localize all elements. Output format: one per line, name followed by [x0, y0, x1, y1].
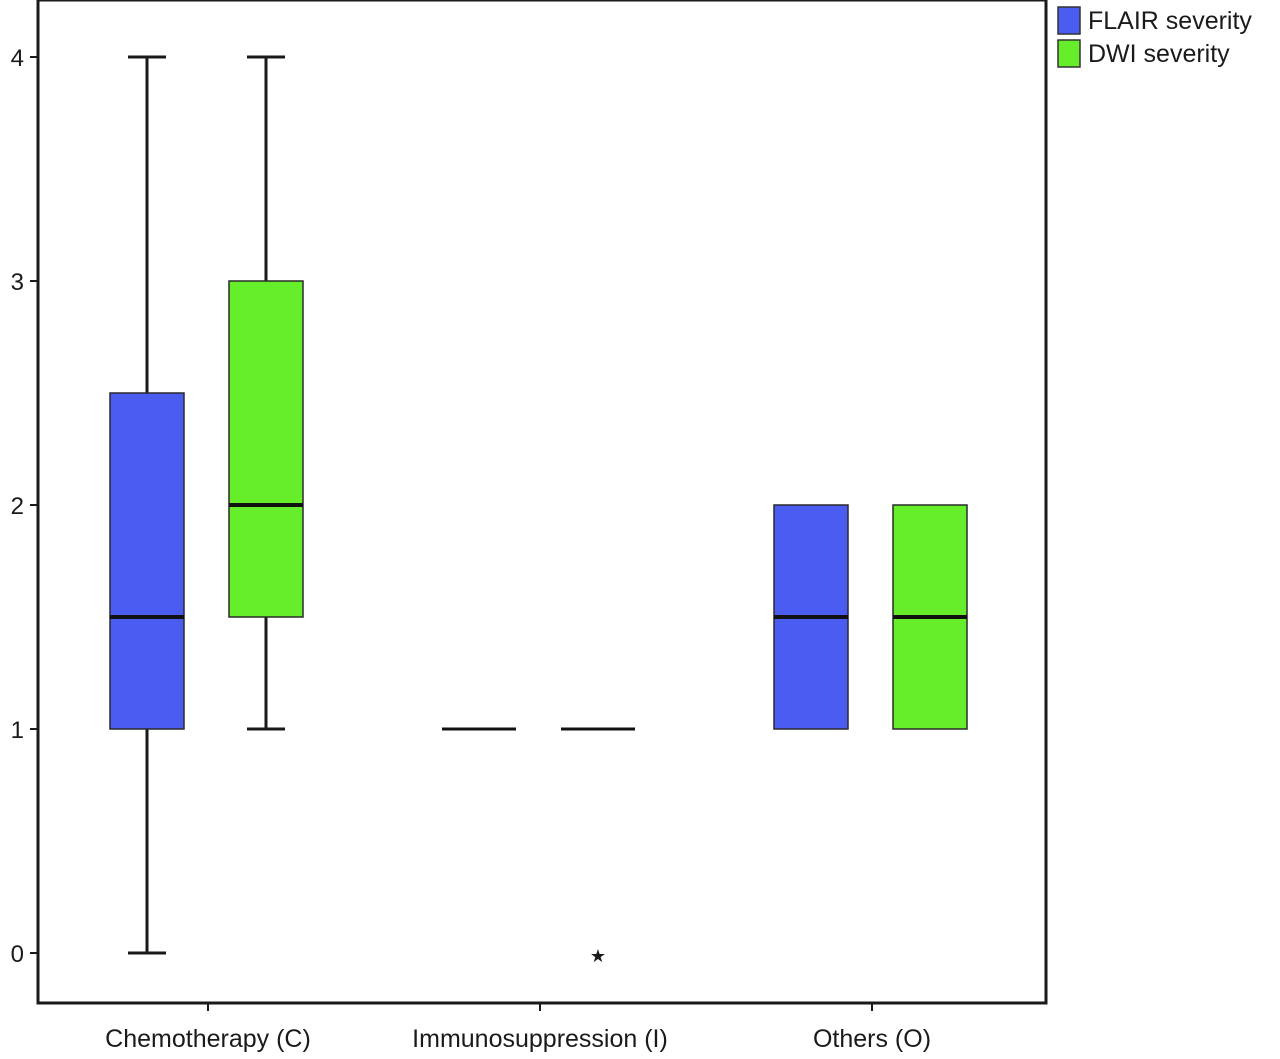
y-tick-label: 4 [11, 45, 24, 72]
legend-label: DWI severity [1088, 40, 1230, 68]
legend-label: FLAIR severity [1088, 7, 1252, 35]
legend-swatch [1057, 6, 1081, 35]
y-axis: 0 1 2 3 4 [11, 45, 38, 968]
outlier-star-marker: ★ [590, 946, 606, 967]
y-tick-label: 1 [11, 717, 24, 744]
box-dwi-severity-0 [228, 55, 304, 731]
y-tick-label: 2 [11, 493, 24, 520]
x-category-label: Chemotherapy (C) [105, 1025, 311, 1053]
plot-area-frame [36, 0, 1048, 1005]
legend-swatch [1057, 39, 1081, 68]
box-body [228, 280, 304, 618]
box-flair-severity-2 [773, 504, 849, 730]
x-category-label: Others (O) [813, 1025, 931, 1053]
box-dwi-severity-2 [892, 504, 968, 730]
y-tick-label: 0 [11, 941, 24, 968]
x-category-label: Immunosuppression (I) [412, 1025, 668, 1053]
box-dwi-severity-1: ★ [561, 727, 635, 967]
y-tick-label: 3 [11, 269, 24, 296]
box-flair-severity-0 [109, 55, 185, 955]
x-axis: Chemotherapy (C) Immunosuppression (I) Oth… [105, 1003, 931, 1053]
box-body [109, 392, 185, 730]
legend: FLAIR severity DWI severity [1057, 6, 1252, 68]
box-series-group: ★ [109, 55, 968, 967]
